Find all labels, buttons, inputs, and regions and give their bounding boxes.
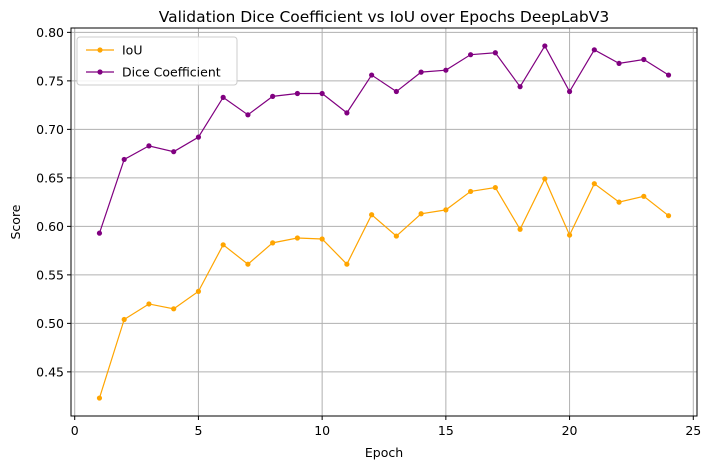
legend-box [76,36,238,86]
data-point [566,88,573,95]
legend-label: Dice Coefficient [122,65,221,80]
y-axis-label: Score [8,204,23,239]
data-point [443,207,449,213]
series-line [98,44,669,234]
chart-title: Validation Dice Coefficient vs IoU over … [159,8,609,26]
x-tick-label: 15 [438,423,454,438]
data-point [492,184,498,191]
data-point [641,56,647,63]
y-tick-label: 0.70 [36,122,64,137]
data-point [146,301,152,307]
data-point [96,395,103,401]
data-point [542,176,548,182]
data-point [591,47,597,53]
data-point [641,193,647,199]
y-tick-label: 0.65 [36,170,64,185]
legend-marker [97,47,103,53]
data-point [344,110,350,116]
data-point [468,52,474,58]
data-point [319,90,325,97]
data-point [171,306,177,312]
data-point [270,240,276,246]
data-point [616,60,622,67]
ticks: 0 5 10 15 20 25 0.45 0.50 0.55 0.60 0.65 0.70 0.75 0.… [36,25,701,438]
series-line [98,177,669,399]
y-tick-label: 0.80 [36,25,64,40]
x-tick-label: 0 [71,423,79,438]
data-point [665,72,672,78]
data-point [294,235,300,241]
y-tick-label: 0.55 [36,267,64,282]
series-dice-coefficient [96,43,672,236]
x-tick-label: 20 [562,423,578,438]
data-point [665,213,672,219]
data-point [146,143,152,149]
data-point [418,211,424,217]
data-point [443,67,449,73]
data-point [369,212,375,218]
data-point [294,90,300,97]
data-point [171,149,177,155]
legend: IoU Dice Coefficient [76,36,238,86]
legend-item: IoU [86,43,142,58]
series-layer [96,43,672,401]
y-tick-label: 0.45 [36,364,64,379]
x-tick-label: 10 [314,423,330,438]
legend-item: Dice Coefficient [86,65,221,80]
data-point [517,84,523,90]
data-point [121,316,127,323]
data-point [270,93,276,99]
legend-marker [97,69,103,75]
x-tick-label: 5 [194,423,202,438]
data-point [517,226,523,232]
data-point [492,50,498,56]
data-point [344,261,350,267]
data-point [245,112,251,118]
grid [71,28,697,416]
data-point [220,94,226,100]
data-point [96,230,103,236]
data-point [393,88,399,95]
data-point [220,242,226,248]
data-point [319,236,325,242]
data-point [393,233,399,239]
legend-label: IoU [122,43,142,58]
y-tick-label: 0.50 [36,316,64,331]
data-point [542,43,548,49]
x-tick-label: 25 [685,423,701,438]
data-point [616,199,622,205]
data-point [418,69,424,75]
data-point [566,232,573,238]
series-iou [96,176,672,401]
y-tick-label: 0.60 [36,219,64,234]
data-point [195,288,202,294]
data-point [468,188,474,195]
data-point [195,134,202,140]
x-axis-label: Epoch [365,445,403,460]
data-point [591,181,597,187]
data-point [245,261,251,267]
data-point [121,156,127,163]
y-tick-label: 0.75 [36,73,64,88]
data-point [369,72,375,78]
plot-frame [70,27,698,417]
